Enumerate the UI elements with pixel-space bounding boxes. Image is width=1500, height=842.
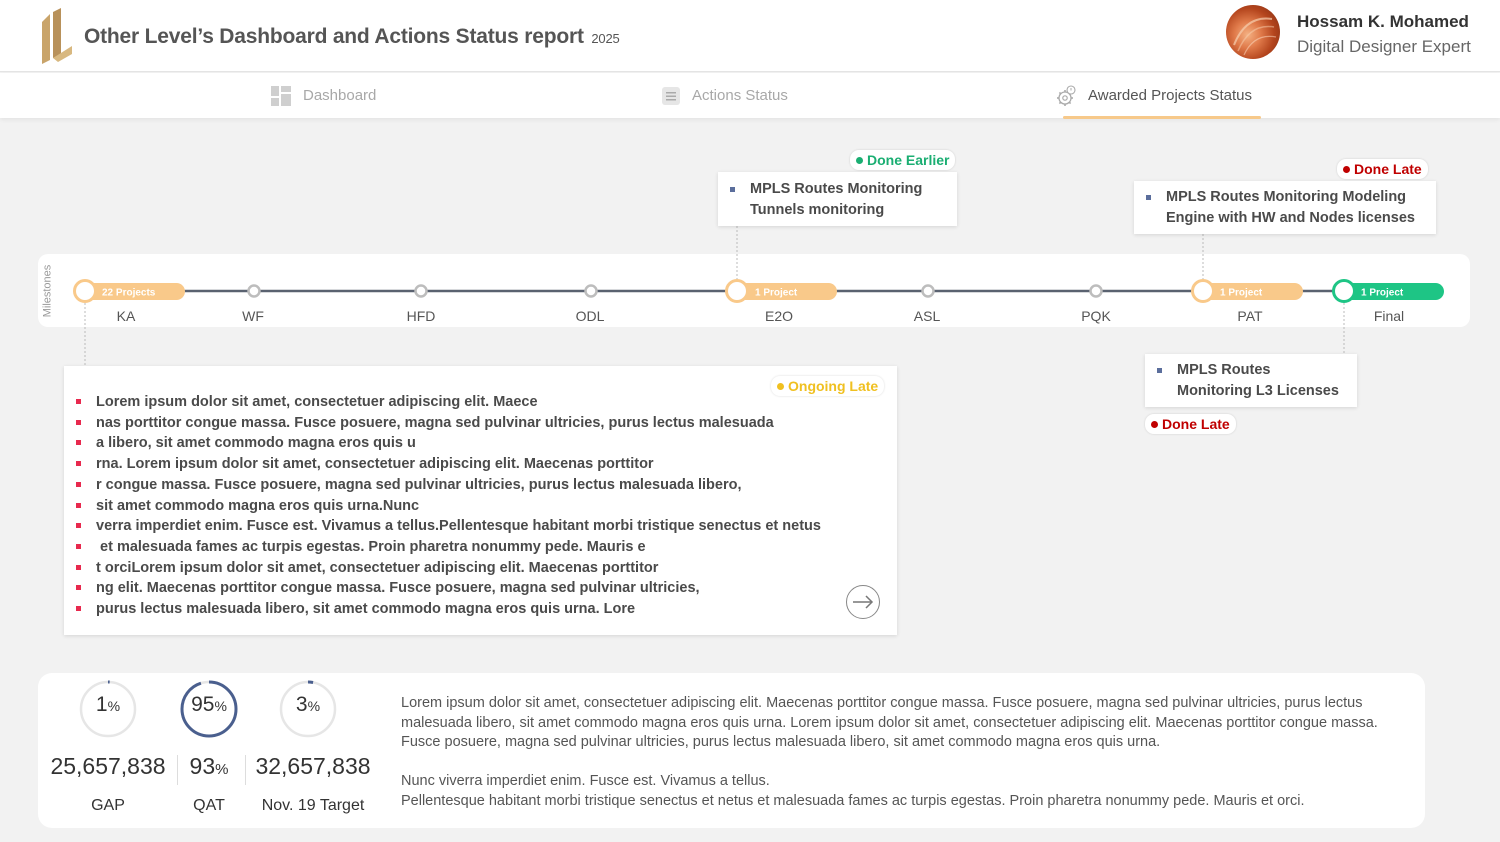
list-item: Lorem ipsum dolor sit amet, consectetuer…: [64, 392, 821, 413]
header: Other Level’s Dashboard and Actions Stat…: [0, 0, 1500, 72]
list-item: t orciLorem ipsum dolor sit amet, consec…: [64, 558, 821, 579]
gauge-arc: [180, 680, 238, 738]
gauge-value-qat: 95%: [191, 693, 227, 716]
list-item: verra imperdiet enim. Fusce est. Vivamus…: [64, 516, 821, 537]
gauge-target: [279, 680, 337, 738]
gauge-gap: [79, 680, 137, 738]
kpi-divider: [245, 755, 246, 785]
callout-pat[interactable]: MPLS Routes Monitoring Modeling Engine w…: [1134, 181, 1436, 234]
list-item: ng elit. Maecenas porttitor congue massa…: [64, 578, 821, 599]
milestone-label-e2o: E2O: [764, 308, 794, 324]
status-text: Done Earlier: [867, 152, 950, 168]
tab-bar: Dashboard Actions Status: [0, 73, 1500, 118]
tab-awarded-projects-status[interactable]: Awarded Projects Status: [1056, 73, 1252, 118]
list-item: a libero, sit amet commodo magna eros qu…: [64, 433, 821, 454]
milestone-label-ka: KA: [116, 308, 136, 324]
status-text: Done Late: [1162, 416, 1230, 432]
tab-label: Actions Status: [692, 87, 788, 104]
kpi-number-target: 32,657,838: [255, 753, 371, 779]
callout-item: MPLS Routes Monitoring Tunnels monitorin…: [718, 179, 957, 221]
milestone-label-pat: PAT: [1237, 308, 1263, 324]
kpi-label-qat: QAT: [193, 797, 225, 814]
dashboard-icon: [271, 85, 291, 106]
gear-icon: [1056, 84, 1076, 107]
gauge-value-gap: 1%: [95, 693, 121, 716]
status-dot: [856, 157, 863, 164]
milestone-label-wf: WF: [242, 308, 264, 324]
callout-e2o[interactable]: MPLS Routes Monitoring Tunnels monitorin…: [718, 172, 957, 226]
milestone-label-odl: ODL: [575, 308, 605, 324]
tab-actions-status[interactable]: Actions Status: [662, 73, 788, 118]
ka-details-list: Lorem ipsum dolor sit amet, consectetuer…: [64, 392, 821, 620]
kpi-description-para: Nunc viverra imperdiet enim. Fusce est. …: [401, 773, 1305, 809]
status-badge-done-earlier: Done Earlier: [850, 150, 956, 170]
status-dot: [1343, 166, 1350, 173]
list-item: rna. Lorem ipsum dolor sit amet, consect…: [64, 454, 821, 475]
list-item: r congue massa. Fusce posuere, magna sed…: [64, 475, 821, 496]
list-item: sit amet commodo magna eros quis urna.Nu…: [64, 496, 821, 517]
callout-final[interactable]: MPLS Routes Monitoring L3 Licenses: [1145, 354, 1357, 407]
kpi-label-target: Nov. 19 Target: [261, 797, 365, 814]
kpi-description: Lorem ipsum dolor sit amet, consectetuer…: [401, 694, 1406, 812]
kpi-label-gap: GAP: [91, 797, 125, 814]
milestones-label: Milestones: [32, 260, 62, 322]
ka-details-panel: Ongoing Late Lorem ipsum dolor sit amet,…: [64, 366, 897, 635]
kpi-panel: 1% 25,657,838 GAP 95% 93% QAT 3% 32,657,…: [38, 673, 1425, 828]
active-tab-indicator: [1063, 116, 1261, 119]
status-badge-ongoing-late: Ongoing Late: [771, 376, 885, 396]
list-item: nas porttitor congue massa. Fusce posuer…: [64, 413, 821, 434]
gauge-arc: [279, 680, 337, 738]
status-text: Ongoing Late: [788, 378, 879, 394]
milestone-label-asl: ASL: [913, 308, 941, 324]
list-item: purus lectus malesuada libero, sit amet …: [64, 599, 821, 620]
page-title: Other Level’s Dashboard and Actions Stat…: [84, 25, 620, 49]
kpi-number-gap: 25,657,838: [50, 753, 166, 779]
status-badge-done-late: Done Late: [1145, 414, 1236, 434]
milestone-label-pqk: PQK: [1081, 308, 1111, 324]
status-badge-done-late: Done Late: [1337, 159, 1428, 179]
avatar[interactable]: [1226, 5, 1280, 59]
tab-label: Awarded Projects Status: [1088, 87, 1252, 104]
page-title-text: Other Level’s Dashboard and Actions Stat…: [84, 25, 584, 48]
milestone-label-hfd: HFD: [406, 308, 436, 324]
logo-icon: [42, 8, 72, 64]
gauge-value-target: 3%: [295, 693, 321, 716]
next-arrow-button[interactable]: [846, 585, 880, 619]
kpi-description-para: Lorem ipsum dolor sit amet, consectetuer…: [401, 695, 1378, 751]
gauge-arc: [79, 680, 137, 738]
status-dot: [777, 383, 784, 390]
kpi-divider: [177, 755, 178, 785]
callout-item: MPLS Routes Monitoring L3 Licenses: [1145, 360, 1357, 402]
tab-label: Dashboard: [303, 87, 377, 104]
gauge-qat: [180, 680, 238, 738]
report-year: 2025: [591, 31, 620, 46]
callout-item: MPLS Routes Monitoring Modeling Engine w…: [1134, 187, 1436, 229]
user-name: Hossam K. Mohamed: [1297, 12, 1469, 31]
status-text: Done Late: [1354, 161, 1422, 177]
kpi-number-qat: 93%: [189, 753, 229, 779]
tab-dashboard[interactable]: Dashboard: [271, 73, 376, 118]
milestones-label-text: Milestones: [41, 264, 54, 318]
milestone-label-final: Final: [1373, 308, 1405, 324]
user-role: Digital Designer Expert: [1297, 37, 1471, 56]
list-icon: [662, 86, 680, 105]
status-dot: [1151, 421, 1158, 428]
list-item: et malesuada fames ac turpis egestas. Pr…: [64, 537, 821, 558]
arrow-right-icon: [853, 595, 874, 609]
